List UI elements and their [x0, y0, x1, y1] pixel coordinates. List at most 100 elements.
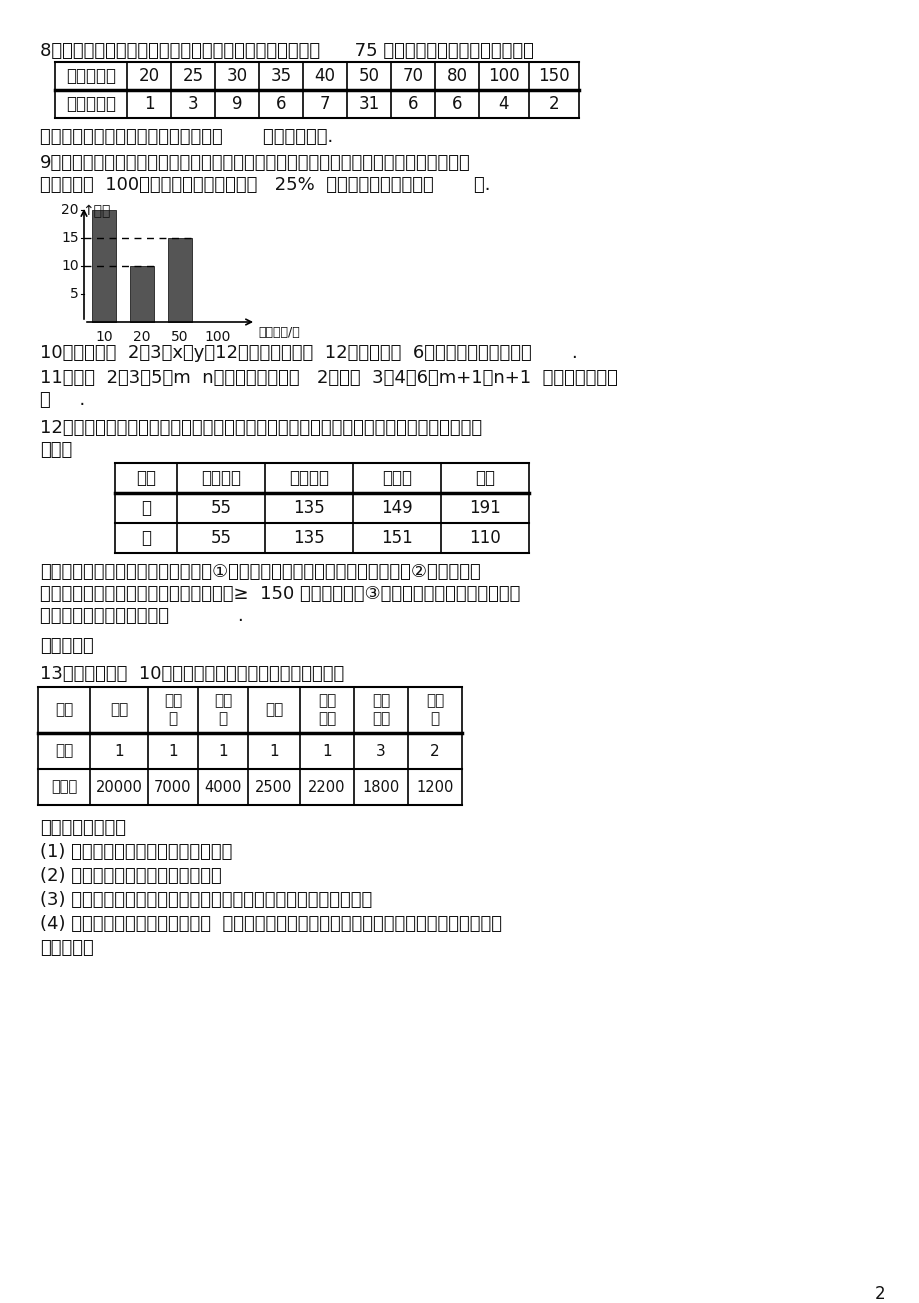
- Text: 20: 20: [133, 330, 151, 344]
- Text: 数量（条）: 数量（条）: [66, 95, 116, 113]
- Text: (2) 所有员工工资的中位数是多少？: (2) 所有员工工资的中位数是多少？: [40, 866, 221, 885]
- Text: 1800: 1800: [362, 779, 399, 795]
- Text: 服务: 服务: [371, 693, 390, 709]
- Text: 三、解答题: 三、解答题: [40, 637, 94, 655]
- Text: (1) 餐厅所有员工的平均工资是多少？: (1) 餐厅所有员工的平均工资是多少？: [40, 843, 233, 861]
- Text: 下次进货时，你建议商店应多进价格为       元的水晶项链.: 下次进货时，你建议商店应多进价格为 元的水晶项链.: [40, 128, 333, 146]
- Text: 31: 31: [358, 95, 380, 113]
- Text: 10: 10: [95, 330, 113, 344]
- Text: 厨师: 厨师: [213, 693, 232, 709]
- Text: 参赛人数: 参赛人数: [200, 469, 241, 487]
- Text: 甲: 甲: [141, 499, 151, 517]
- Text: 10．一组数据  2、3、x、y、12中，唯一众数是  12，平均数是  6，这组数据的中位数是       .: 10．一组数据 2、3、x、y、12中，唯一众数是 12，平均数是 6，这组数据…: [40, 344, 577, 362]
- Text: 35: 35: [270, 66, 291, 85]
- Text: 勤杂: 勤杂: [425, 693, 444, 709]
- Text: 请解答下列问题：: 请解答下列问题：: [40, 820, 126, 837]
- Text: 3: 3: [187, 95, 199, 113]
- Text: 工资额: 工资额: [51, 779, 77, 795]
- Text: 6: 6: [276, 95, 286, 113]
- Text: 波动大．上述结论正确的是            .: 波动大．上述结论正确的是 .: [40, 607, 244, 625]
- Text: 乙: 乙: [218, 711, 227, 727]
- Text: (4) 去掉经理和厨师甲的工资后，  其他员工的平均工资是多少？它是否能反映餐厅员工工资的: (4) 去掉经理和厨师甲的工资后， 其他员工的平均工资是多少？它是否能反映餐厅员…: [40, 915, 502, 933]
- Text: 6: 6: [407, 95, 418, 113]
- Text: 2: 2: [430, 744, 439, 758]
- Text: 8．某水晶商店一段时间内销售了各种不同价格的水晶项链      75 条，其价格和销售数量如下表：: 8．某水晶商店一段时间内销售了各种不同价格的水晶项链 75 条，其价格和销售数量…: [40, 42, 533, 60]
- Text: 是     .: 是 .: [40, 391, 85, 409]
- Text: 20: 20: [138, 66, 159, 85]
- Text: 5: 5: [70, 287, 79, 301]
- Text: 某同学根据上表分析得出如下结论：①甲、乙两班学生成绩的平均水平相同；②乙班优秀人: 某同学根据上表分析得出如下结论：①甲、乙两班学生成绩的平均水平相同；②乙班优秀人: [40, 563, 481, 581]
- Text: 服务: 服务: [318, 693, 335, 709]
- Bar: [168, 238, 192, 322]
- Text: 1: 1: [168, 744, 177, 758]
- Text: 20000: 20000: [96, 779, 142, 795]
- Text: 25: 25: [182, 66, 203, 85]
- Text: 9．在某次公益活动中，小明对本班同学的捐款情况进行了统计，绘制成如下不完整的统计: 9．在某次公益活动中，小明对本班同学的捐款情况进行了统计，绘制成如下不完整的统计: [40, 154, 471, 172]
- Text: ↑人数: ↑人数: [82, 205, 110, 218]
- Text: 1: 1: [218, 744, 228, 758]
- Text: 7: 7: [320, 95, 330, 113]
- Text: 50: 50: [358, 66, 380, 85]
- Bar: [55, 63, 578, 119]
- Text: 1200: 1200: [416, 779, 453, 795]
- Text: 1: 1: [322, 744, 332, 758]
- Text: 图．其中捐  100元的人数占全班总人数的   25%  则本次捐款的中位数是       元.: 图．其中捐 100元的人数占全班总人数的 25% 则本次捐款的中位数是 元.: [40, 176, 490, 194]
- Text: 20: 20: [62, 203, 79, 218]
- Text: 12．甲、乙两班举行电脑汉字输入比赛，参赛学生每分钟输入汉字的个数经统计计算后填入: 12．甲、乙两班举行电脑汉字输入比赛，参赛学生每分钟输入汉字的个数经统计计算后填…: [40, 420, 482, 437]
- Text: 2200: 2200: [308, 779, 346, 795]
- Text: 员乙: 员乙: [371, 711, 390, 727]
- Text: 下表：: 下表：: [40, 440, 73, 459]
- Text: 一般水平？: 一般水平？: [40, 939, 94, 956]
- Text: 3: 3: [376, 744, 385, 758]
- Text: 捐款金额/元: 捐款金额/元: [257, 326, 300, 339]
- Text: 191: 191: [469, 499, 500, 517]
- Text: 6: 6: [451, 95, 461, 113]
- Text: 151: 151: [380, 529, 413, 547]
- Text: 149: 149: [380, 499, 413, 517]
- Text: 40: 40: [314, 66, 335, 85]
- Text: 110: 110: [469, 529, 500, 547]
- Text: 班级: 班级: [136, 469, 156, 487]
- Text: 11．已知  2、3、5、m  n五个数据的方差是   2，那么  3、4、6、m+1、n+1  五个数据的方差: 11．已知 2、3、5、m n五个数据的方差是 2，那么 3、4、6、m+1、n…: [40, 369, 618, 387]
- Text: 平均字数: 平均字数: [289, 469, 329, 487]
- Text: 员甲: 员甲: [318, 711, 335, 727]
- Text: 会计: 会计: [265, 702, 283, 718]
- Text: 方差: 方差: [474, 469, 494, 487]
- Text: 30: 30: [226, 66, 247, 85]
- Text: 2500: 2500: [255, 779, 292, 795]
- Text: 150: 150: [538, 66, 569, 85]
- Text: 4000: 4000: [204, 779, 242, 795]
- Text: 厨师: 厨师: [164, 693, 182, 709]
- Text: 工: 工: [430, 711, 439, 727]
- Text: 甲: 甲: [168, 711, 177, 727]
- Text: 人员: 人员: [55, 702, 73, 718]
- Text: 10: 10: [62, 259, 79, 274]
- Text: 乙: 乙: [141, 529, 151, 547]
- Text: 1: 1: [269, 744, 278, 758]
- Text: 经理: 经理: [109, 702, 128, 718]
- Text: 2: 2: [874, 1285, 884, 1303]
- Text: 70: 70: [403, 66, 423, 85]
- Text: 100: 100: [205, 330, 231, 344]
- Text: 50: 50: [171, 330, 188, 344]
- Text: (3) 用平均数还是中位数描述该餐厅员工工资的一般水平比较恰当？: (3) 用平均数还是中位数描述该餐厅员工工资的一般水平比较恰当？: [40, 891, 372, 909]
- Text: 100: 100: [488, 66, 519, 85]
- Bar: [130, 266, 153, 322]
- Text: 55: 55: [210, 499, 232, 517]
- Text: 13．某餐厅共有  10名员工，所有员工工资的情况如下表：: 13．某餐厅共有 10名员工，所有员工工资的情况如下表：: [40, 665, 344, 683]
- Text: 2: 2: [548, 95, 559, 113]
- Text: 135: 135: [293, 529, 324, 547]
- Text: 1: 1: [143, 95, 154, 113]
- Text: 15: 15: [62, 231, 79, 245]
- Text: 价格（元）: 价格（元）: [66, 66, 116, 85]
- Text: 中位数: 中位数: [381, 469, 412, 487]
- Text: 4: 4: [498, 95, 509, 113]
- Text: 1: 1: [114, 744, 124, 758]
- Text: 80: 80: [446, 66, 467, 85]
- Bar: [92, 210, 116, 322]
- Text: 人数: 人数: [55, 744, 73, 758]
- Text: 9: 9: [232, 95, 242, 113]
- Text: 135: 135: [293, 499, 324, 517]
- Text: 7000: 7000: [154, 779, 191, 795]
- Text: 数多于甲班优秀人数（每分钟输入汉字数≥  150 个为优秀）；③甲班的成绩波动比乙班的成绩: 数多于甲班优秀人数（每分钟输入汉字数≥ 150 个为优秀）；③甲班的成绩波动比乙…: [40, 585, 520, 603]
